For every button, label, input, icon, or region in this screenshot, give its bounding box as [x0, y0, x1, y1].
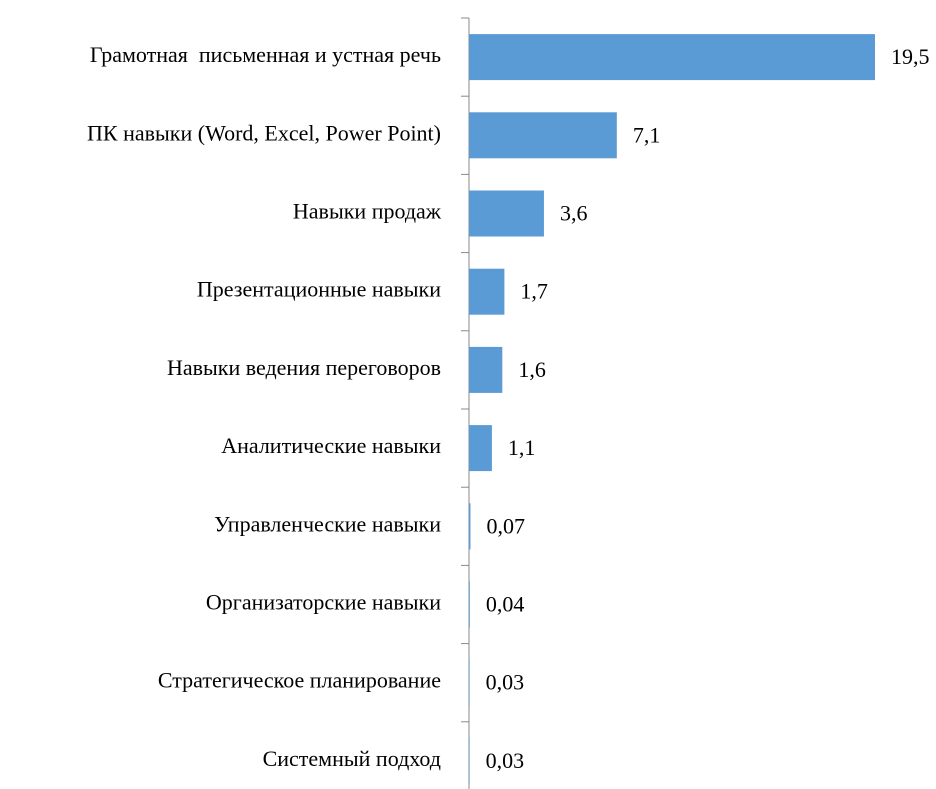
value-label: 1,1	[508, 435, 536, 460]
bar	[469, 503, 471, 550]
bar	[469, 581, 470, 628]
bar	[469, 34, 875, 81]
bar	[469, 659, 470, 706]
value-label: 19,5	[891, 44, 930, 69]
category-label: Презентационные навыки	[197, 277, 441, 302]
category-label: Системный подход	[263, 746, 441, 771]
value-label: 0,03	[486, 748, 525, 773]
category-label: Навыки ведения переговоров	[167, 355, 441, 380]
value-label: 3,6	[560, 201, 588, 226]
bar	[469, 268, 505, 315]
category-label: Грамотная письменная и устная речь	[90, 42, 441, 67]
category-label: Аналитические навыки	[221, 433, 441, 458]
value-label: 1,6	[518, 357, 546, 382]
category-label: Стратегическое планирование	[158, 668, 441, 693]
bar	[469, 737, 470, 784]
bar	[469, 112, 617, 159]
value-label: 1,7	[520, 279, 548, 304]
category-label: Управленческие навыки	[214, 511, 441, 536]
bar	[469, 425, 492, 472]
category-label: ПК навыки (Word, Excel, Power Point)	[87, 120, 441, 145]
value-label: 0,04	[486, 592, 525, 617]
bar	[469, 190, 544, 237]
category-label: Организаторские навыки	[206, 590, 441, 615]
value-label: 0,03	[486, 670, 525, 695]
bar	[469, 346, 503, 393]
value-label: 0,07	[486, 513, 524, 538]
category-label: Навыки продаж	[293, 199, 442, 224]
value-label: 7,1	[633, 122, 661, 147]
